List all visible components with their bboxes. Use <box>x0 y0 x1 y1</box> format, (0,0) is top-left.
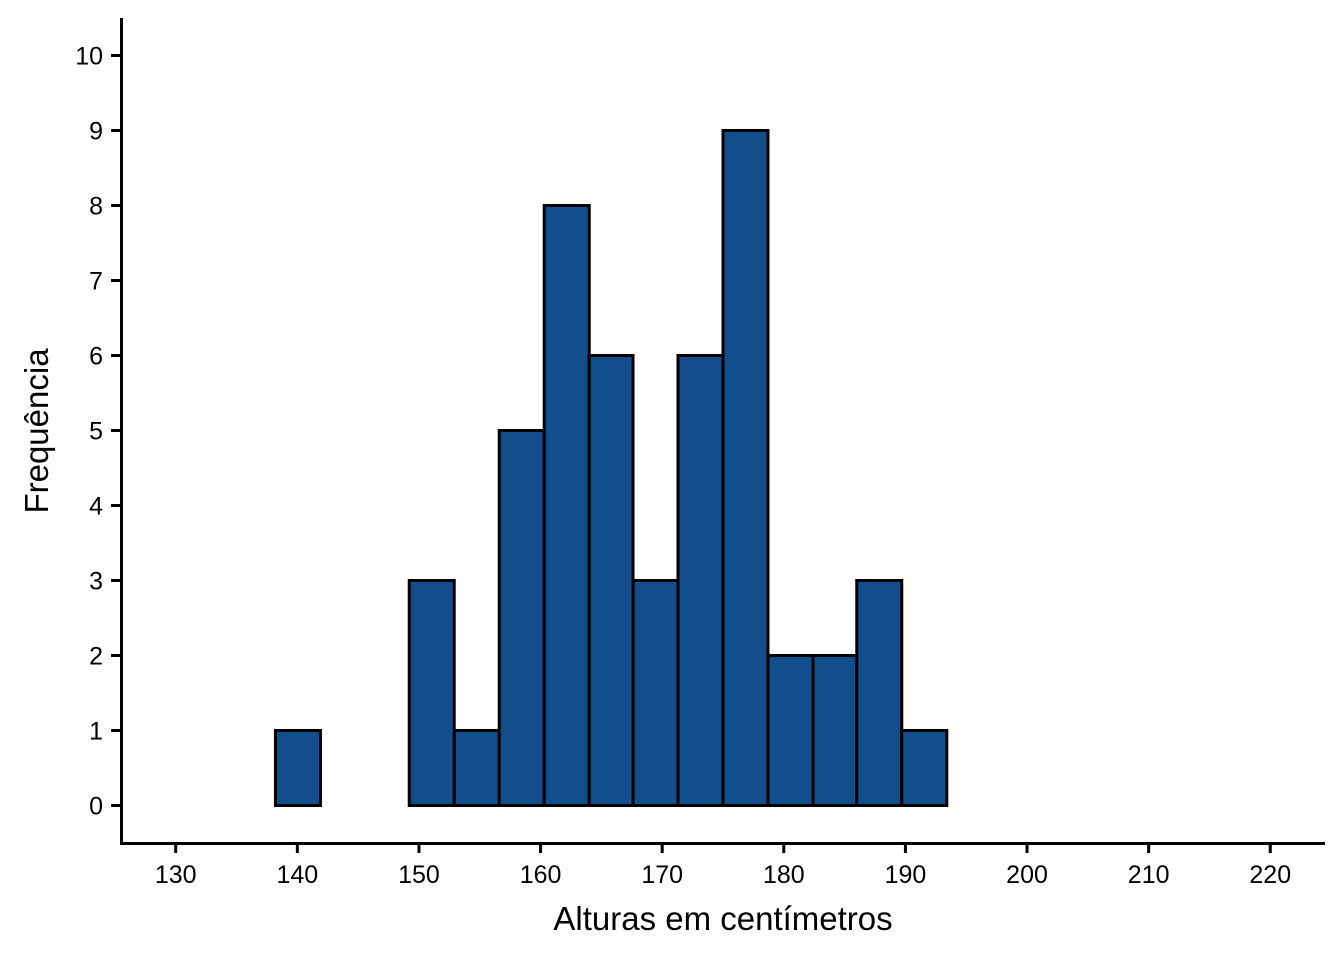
y-axis-title: Frequência <box>18 348 55 514</box>
histogram-bar <box>676 354 725 807</box>
histogram-bar <box>542 204 591 807</box>
x-tick-label: 190 <box>885 861 927 889</box>
histogram-bar <box>811 654 859 807</box>
x-tick-label: 200 <box>1006 861 1048 889</box>
x-tick-label: 170 <box>641 861 683 889</box>
x-tick-label: 130 <box>155 861 197 889</box>
y-tick-label: 1 <box>89 718 103 746</box>
y-tick-label: 2 <box>89 643 103 671</box>
y-tick-label: 3 <box>89 568 103 596</box>
x-tick-label: 150 <box>398 861 440 889</box>
y-tick-label: 6 <box>89 343 103 371</box>
y-tick-label: 8 <box>89 193 103 221</box>
x-tick-label: 160 <box>520 861 562 889</box>
x-ticks-group: 130 140 150 160 170 180 190 200 210 220 <box>155 843 1291 889</box>
histogram-bar <box>855 579 904 807</box>
histogram-bar <box>273 729 322 807</box>
histogram-bar <box>721 129 770 807</box>
histogram-bar <box>900 729 949 807</box>
bars-group <box>273 129 949 807</box>
y-tick-label: 4 <box>89 493 103 521</box>
histogram-bar <box>407 579 456 807</box>
histogram-bar <box>497 429 546 807</box>
y-tick-label: 10 <box>75 43 103 71</box>
y-ticks-group: 0 1 2 3 4 5 6 7 8 9 10 <box>75 43 121 821</box>
y-tick-label: 5 <box>89 418 103 446</box>
y-tick-label: 0 <box>89 793 103 821</box>
x-tick-label: 210 <box>1128 861 1170 889</box>
x-tick-label: 180 <box>763 861 805 889</box>
y-tick-label: 9 <box>89 118 103 146</box>
histogram-bar <box>452 729 501 807</box>
histogram-bar <box>587 354 635 807</box>
histogram-bar <box>766 654 815 807</box>
x-tick-label: 140 <box>276 861 318 889</box>
x-axis-title: Alturas em centímetros <box>553 900 892 937</box>
histogram-bar <box>631 579 680 807</box>
x-tick-label: 220 <box>1249 861 1291 889</box>
y-tick-label: 7 <box>89 268 103 296</box>
